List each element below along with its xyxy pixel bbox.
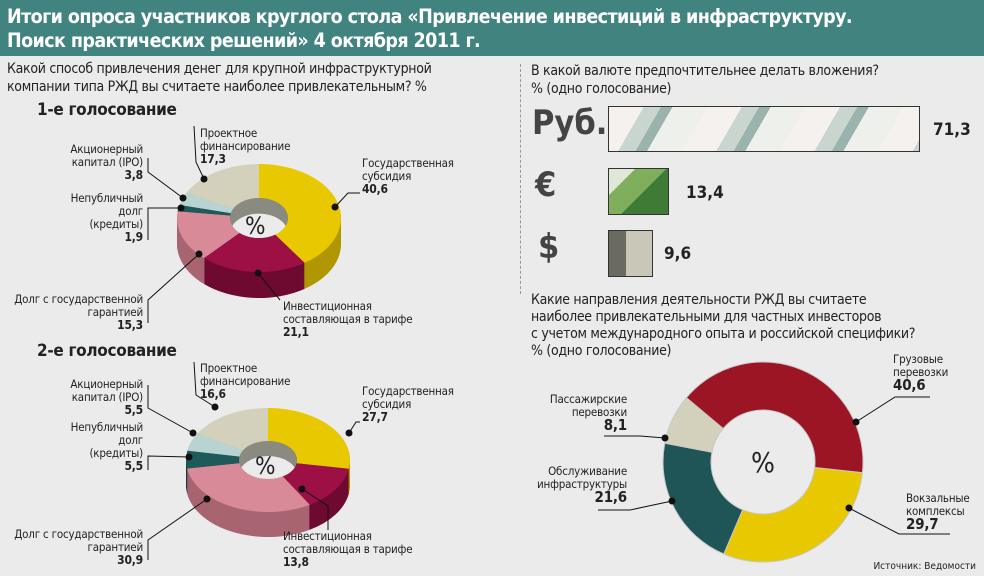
title-line-2: Поиск практических решений» 4 октября 20… — [7, 29, 481, 52]
currency-eur-symbol: € — [535, 165, 557, 205]
v2-slice-3 — [186, 450, 240, 469]
header: Итоги опроса участников круглого стола «… — [0, 0, 984, 56]
leader-dot-5 — [200, 175, 208, 183]
currency-usd-value: 9,6 — [664, 244, 692, 264]
dir-slice-3 — [664, 397, 724, 453]
currency-rub-value: 71,3 — [933, 120, 971, 140]
rub-banknote-bar — [608, 106, 920, 152]
v2-label-tariff: Инвестиционная составляющая в тарифе 13,8 — [283, 529, 413, 569]
leader-dot-4 — [179, 194, 187, 202]
v1-label-credits: Непубличный долг (кредиты) 1,9 — [70, 191, 144, 244]
divider — [520, 64, 521, 294]
v1-slice-5 — [186, 164, 259, 209]
leader-line-10 — [147, 385, 194, 434]
v1-slice-1 — [204, 232, 305, 272]
leader-line-8 — [147, 498, 208, 560]
v1-label-project: Проектное финансирование 17,3 — [200, 126, 291, 166]
leader-line-13 — [848, 507, 950, 535]
leader-dot-15 — [661, 434, 669, 442]
leader-dot-8 — [203, 495, 211, 503]
currency-rub-symbol: Руб. — [532, 103, 608, 143]
left-question-1: Какой способ привлечения денег для крупн… — [7, 61, 432, 77]
leader-line-11 — [193, 361, 216, 408]
leader-dot-6 — [345, 429, 353, 437]
v2-center-percent: % — [255, 452, 276, 480]
v2-slice-2 — [187, 463, 310, 512]
currency-usd-symbol: $ — [538, 227, 560, 267]
dir-center-percent: % — [751, 446, 775, 479]
directions-question-1: Какие направления деятельности РЖД вы сч… — [531, 292, 867, 308]
source-note: Источник: Ведомости — [873, 561, 976, 572]
v1-slice-0 — [259, 164, 341, 263]
vote1-title: 1-е голосование — [37, 100, 177, 120]
v2-label-subsidy: Государственная субсидия 27,7 — [362, 384, 454, 424]
usd-banknote-bar — [608, 230, 653, 277]
v2-slice-1 — [282, 463, 349, 505]
vote2-title: 2-е голосование — [37, 341, 177, 361]
title-line-1: Итоги опроса участников круглого стола «… — [7, 5, 853, 28]
leader-dot-13 — [845, 504, 853, 512]
leader-dot-2 — [195, 250, 203, 258]
leader-line-9 — [147, 455, 190, 470]
leader-dot-10 — [189, 429, 197, 437]
v1-label-subsidy: Государственная субсидия 40,6 — [362, 156, 454, 196]
leader-dot-7 — [298, 485, 306, 493]
leader-line-4 — [147, 158, 184, 199]
directions-question-2: наиболее привлекательными для частных ин… — [531, 309, 882, 325]
v2-hole — [239, 456, 297, 479]
v1-slice-4 — [179, 192, 234, 214]
leader-line-15 — [604, 435, 666, 439]
leader-dot-11 — [211, 403, 219, 411]
v2-label-credits: Непубличный долг (кредиты) 5,5 — [70, 420, 144, 473]
v1-label-tariff: Инвестиционная составляющая в тарифе 21,1 — [283, 299, 413, 339]
v2-slice-4 — [187, 433, 243, 457]
v2-slice-5 — [197, 408, 268, 451]
v1-slice-3 — [177, 204, 231, 216]
leader-dot-3 — [177, 204, 185, 212]
v2-label-ipo: Акционерный капитал (IPO) 5,5 — [70, 377, 143, 417]
dir-label-passenger: Пассажирские перевозки 8,1 — [549, 392, 627, 434]
dir-slice-0 — [685, 361, 864, 474]
leader-line-1 — [257, 272, 281, 301]
dir-label-stations: Вокзальные комплексы 29,7 — [906, 491, 970, 533]
dir-label-infrastructure: Обслуживание инфраструктуры 21,6 — [537, 464, 627, 506]
eur-banknote-bar — [608, 168, 669, 215]
leader-dot-1 — [254, 269, 262, 277]
leader-dot-0 — [331, 203, 339, 211]
v2-slice-0 — [268, 408, 350, 469]
v1-label-guarantee: Долг с государственной гарантией 15,3 — [14, 292, 143, 332]
currency-eur-value: 13,4 — [686, 183, 724, 203]
v1-center-percent: % — [245, 212, 266, 240]
currency-question-1: В какой валюте предпочтительнее делать в… — [531, 63, 879, 79]
v1-slice-2 — [177, 211, 240, 259]
dir-slice-1 — [723, 467, 863, 563]
directions-question-4: % (одно голосование) — [531, 343, 672, 359]
leader-line-3 — [147, 207, 181, 240]
v2-label-guarantee: Долг с государственной гарантией 30,9 — [14, 527, 143, 567]
leader-line-7 — [301, 488, 329, 530]
v1-label-ipo: Акционерный капитал (IPO) 3,8 — [70, 142, 143, 182]
leader-dot-12 — [852, 418, 860, 426]
leader-line-14 — [598, 500, 673, 511]
v1-hole — [230, 213, 288, 238]
leader-line-2 — [147, 253, 200, 323]
directions-question-3: с учетом международного опыта и российск… — [531, 326, 916, 342]
leader-line-0 — [334, 192, 360, 208]
dir-label-freight: Грузовые перевозки 40,6 — [893, 352, 949, 394]
leader-line-12 — [855, 396, 930, 423]
leader-dot-9 — [185, 453, 193, 461]
dir-slice-2 — [662, 442, 744, 555]
leader-line-5 — [193, 125, 205, 180]
leader-line-6 — [348, 421, 360, 434]
currency-question-2: % (одно голосование) — [531, 81, 672, 97]
v2-label-project: Проектное финансирование 16,6 — [200, 361, 291, 401]
left-question-2: компании типа РЖД вы считаете наиболее п… — [7, 79, 427, 95]
leader-dot-14 — [668, 497, 676, 505]
